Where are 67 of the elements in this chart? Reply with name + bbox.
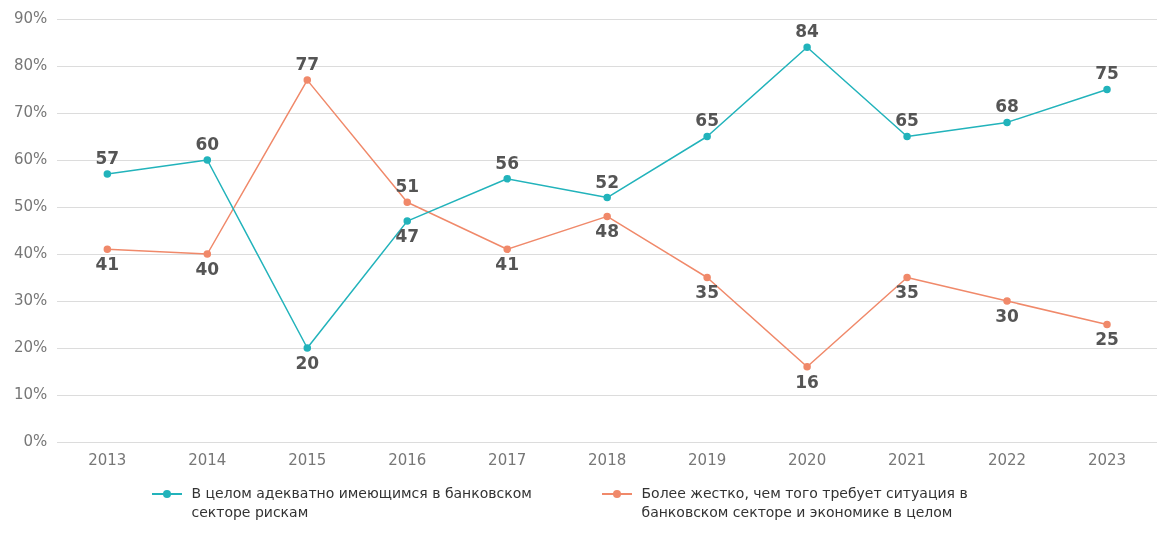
x-tick-label: 2017 xyxy=(488,450,527,469)
x-tick-label: 2015 xyxy=(288,450,327,469)
data-label: 68 xyxy=(995,96,1019,117)
y-tick-label: 40% xyxy=(14,243,48,262)
point xyxy=(203,156,212,164)
point xyxy=(803,43,811,51)
data-label: 40 xyxy=(195,258,220,279)
data-label: 65 xyxy=(695,110,719,131)
point xyxy=(703,273,711,282)
x-tick-label: 2021 xyxy=(887,450,927,469)
data-label: 57 xyxy=(95,148,120,169)
point xyxy=(1003,297,1011,305)
point xyxy=(703,132,711,141)
x-tick-label: 2023 xyxy=(1087,450,1127,469)
data-label: 77 xyxy=(295,54,320,75)
data-label: 25 xyxy=(1095,329,1119,350)
point xyxy=(1003,118,1011,127)
y-tick-label: 80% xyxy=(14,55,48,74)
point xyxy=(1103,320,1111,329)
point xyxy=(803,363,811,371)
point xyxy=(503,175,511,183)
y-tick-label: 60% xyxy=(14,149,48,168)
data-label: 75 xyxy=(1095,63,1119,84)
legend-label: Более жестко, чем того требует ситуация в банковском секторе и экономике в целом xyxy=(641,484,969,522)
y-tick-label: 20% xyxy=(14,337,48,356)
y-tick-label: 0% xyxy=(23,431,48,450)
x-tick-label: 2018 xyxy=(588,450,627,469)
x-tick-label: 2016 xyxy=(388,450,427,469)
point xyxy=(603,193,611,202)
data-label: 52 xyxy=(595,171,620,192)
point xyxy=(403,198,411,207)
point xyxy=(1103,85,1111,94)
point xyxy=(103,245,112,254)
y-tick-label: 30% xyxy=(14,290,48,309)
y-tick-label: 90% xyxy=(14,8,48,27)
data-label: 41 xyxy=(95,254,120,275)
data-label: 48 xyxy=(595,221,620,242)
point xyxy=(503,245,511,254)
data-label: 16 xyxy=(795,371,819,392)
point xyxy=(303,344,312,352)
y-tick-label: 10% xyxy=(14,384,48,403)
legend-label: В целом адекватно имеющимся в банковском секторе рискам xyxy=(191,484,533,522)
point xyxy=(603,212,611,221)
x-tick-label: 2020 xyxy=(788,450,827,469)
y-tick-label: 50% xyxy=(14,196,48,215)
x-tick-label: 2013 xyxy=(88,450,127,469)
y-tick-label: 70% xyxy=(14,102,48,121)
x-tick-label: 2014 xyxy=(188,450,227,469)
data-label: 65 xyxy=(895,110,919,131)
data-label: 30 xyxy=(995,305,1020,326)
point xyxy=(103,170,112,178)
x-tick-label: 2022 xyxy=(987,450,1027,469)
point xyxy=(203,250,212,258)
point xyxy=(403,217,411,225)
data-label: 35 xyxy=(695,282,719,303)
point xyxy=(303,76,312,84)
x-tick-label: 2019 xyxy=(688,450,727,469)
data-label: 51 xyxy=(395,176,420,197)
point xyxy=(903,273,911,282)
point xyxy=(903,132,911,141)
data-label: 20 xyxy=(295,352,320,373)
data-label: 35 xyxy=(895,282,919,303)
data-label: 56 xyxy=(495,152,520,173)
data-label: 41 xyxy=(495,254,520,275)
data-label: 47 xyxy=(395,226,420,247)
data-label: 84 xyxy=(795,21,820,42)
data-label: 60 xyxy=(195,133,220,154)
